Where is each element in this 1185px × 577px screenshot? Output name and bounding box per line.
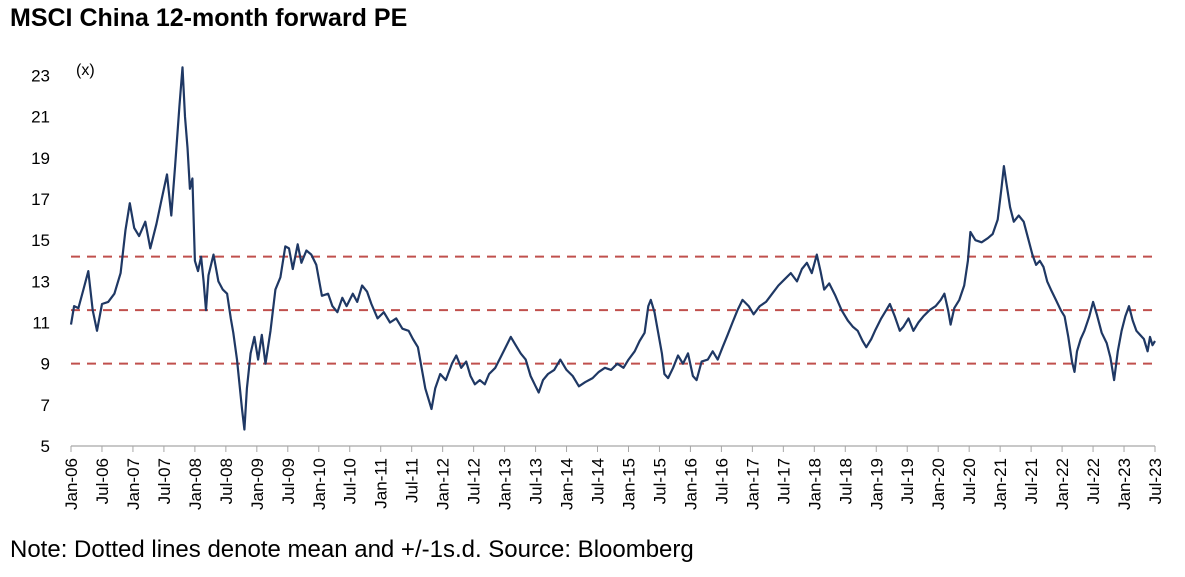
x-tick-label: Jan-16	[681, 458, 700, 510]
x-tick-label: Jul-10	[341, 458, 360, 504]
y-tick-label: 15	[31, 231, 50, 250]
y-tick-label: 23	[31, 67, 50, 86]
x-tick-label: Jul-14	[589, 458, 608, 504]
x-tick-label: Jan-13	[496, 458, 515, 510]
y-tick-label: 17	[31, 190, 50, 209]
y-tick-label: 13	[31, 272, 50, 291]
y-tick-label: 19	[31, 149, 50, 168]
x-tick-label: Jan-17	[743, 458, 762, 510]
x-tick-label: Jan-09	[248, 458, 267, 510]
x-tick-label: Jul-16	[712, 458, 731, 504]
x-tick-label: Jan-10	[310, 458, 329, 510]
x-tick-label: Jul-19	[898, 458, 917, 504]
x-tick-label: Jan-06	[62, 458, 81, 510]
axes: 5 7 9 11 13 15 17 19 21 23 Jan-06 Jul-06 Jan-07 Jul-0…	[31, 67, 1165, 510]
x-tick-label: Jan-08	[186, 458, 205, 510]
x-tick-label: Jan-22	[1053, 458, 1072, 510]
x-tick-label: Jul-13	[527, 458, 546, 504]
series-line-pe	[69, 66, 1156, 431]
x-tick-label: Jan-12	[434, 458, 453, 510]
series-layer	[69, 66, 1156, 431]
x-tick-label: Jul-12	[465, 458, 484, 504]
reference-lines	[71, 255, 1155, 365]
x-tick-label: Jul-17	[774, 458, 793, 504]
y-tick-label: 21	[31, 108, 50, 127]
x-tick-label: Jan-23	[1115, 458, 1134, 510]
x-tick-label: Jul-23	[1146, 458, 1165, 504]
y-axis-unit-label: (x)	[76, 62, 95, 79]
x-tick-label: Jul-08	[217, 458, 236, 504]
x-tick-label: Jul-18	[836, 458, 855, 504]
x-tick-label: Jan-20	[929, 458, 948, 510]
x-tick-label: Jan-07	[124, 458, 143, 510]
x-tick-label: Jul-06	[93, 458, 112, 504]
x-tick-label: Jul-20	[960, 458, 979, 504]
x-tick-label: Jan-15	[619, 458, 638, 510]
x-tick-label: Jul-07	[155, 458, 174, 504]
x-tick-label: Jul-09	[279, 458, 298, 504]
y-tick-label: 11	[32, 314, 50, 333]
chart-title: MSCI China 12-month forward PE	[10, 4, 408, 32]
x-tick-label: Jul-15	[650, 458, 669, 504]
x-tick-label: Jul-11	[403, 458, 422, 503]
x-tick-label: Jan-21	[991, 458, 1010, 510]
y-tick-label: 5	[41, 437, 50, 456]
x-tick-label: Jan-11	[372, 458, 391, 509]
x-tick-label: Jan-18	[805, 458, 824, 510]
y-tick-label: 7	[41, 396, 50, 415]
x-tick-label: Jul-21	[1022, 458, 1041, 504]
x-tick-label: Jan-14	[558, 458, 577, 510]
chart-note: Note: Dotted lines denote mean and +/-1s…	[10, 536, 694, 563]
y-tick-label: 9	[41, 355, 50, 374]
x-tick-label: Jan-19	[867, 458, 886, 510]
x-tick-label: Jul-22	[1084, 458, 1103, 504]
